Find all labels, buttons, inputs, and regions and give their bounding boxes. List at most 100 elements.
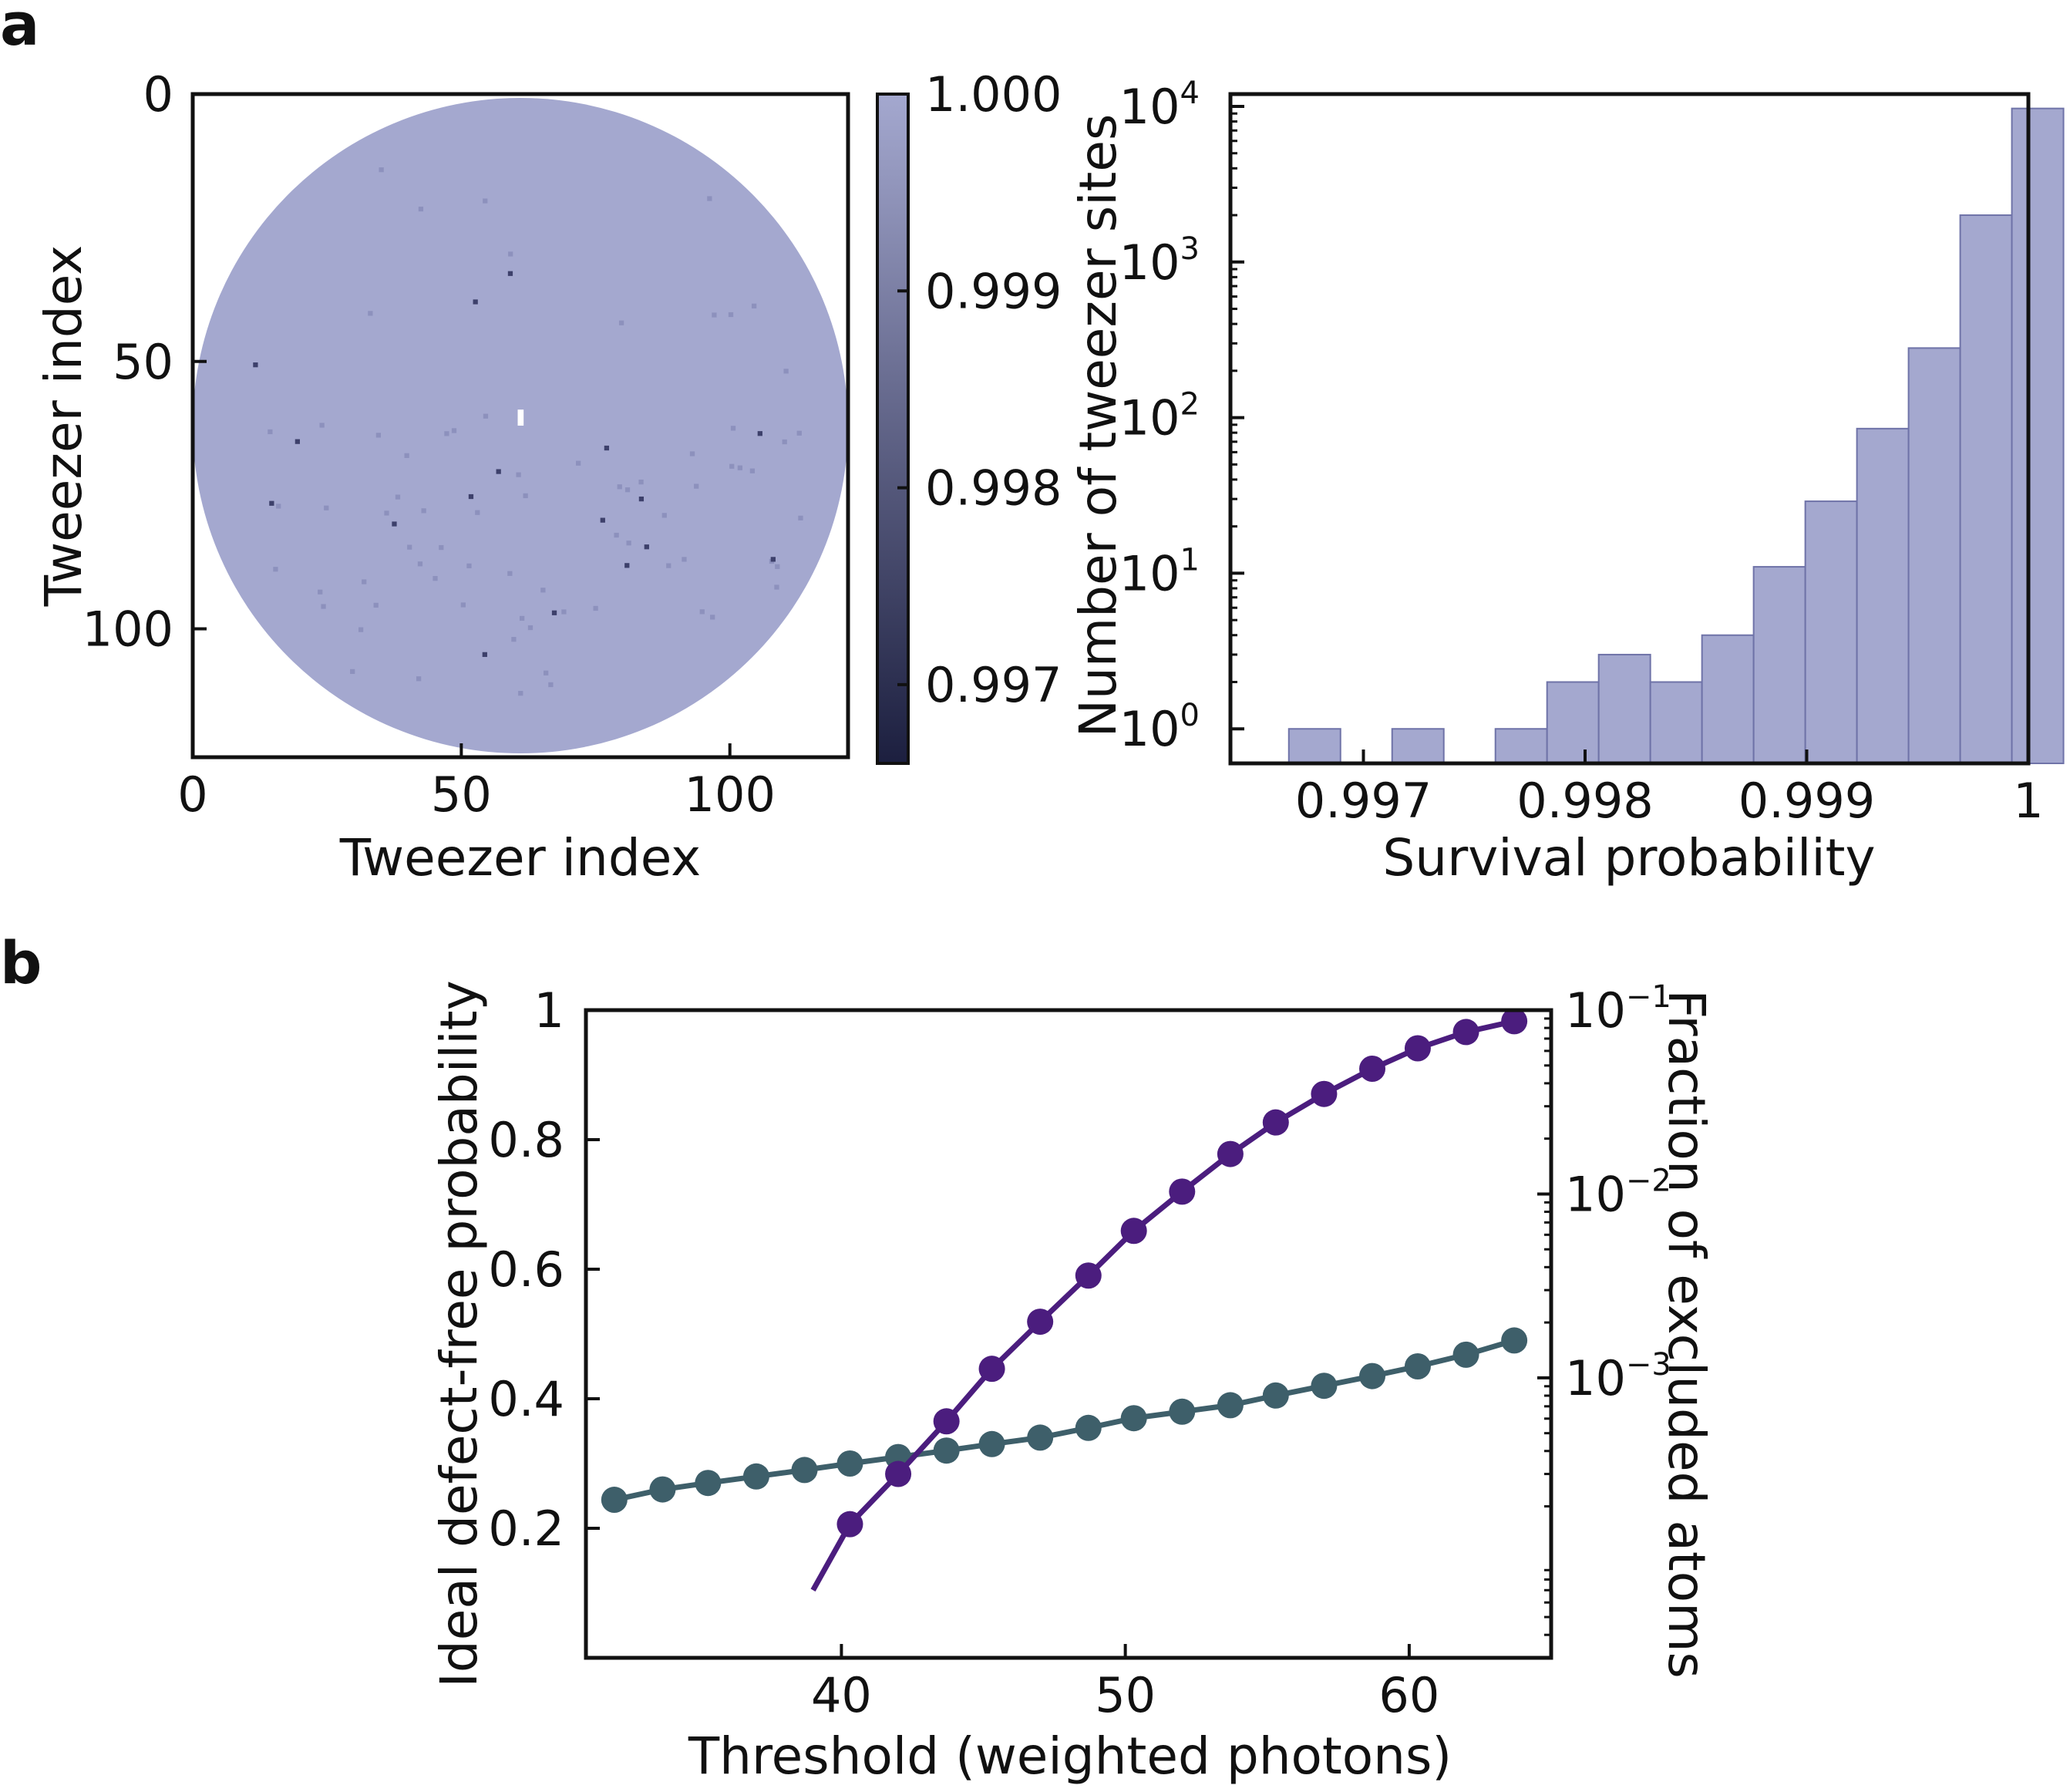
site-speckle bbox=[418, 206, 424, 212]
site-speckle bbox=[350, 669, 355, 675]
histogram-bar bbox=[1287, 728, 1341, 764]
histogram-bar bbox=[1597, 653, 1651, 765]
left-y-tick-label: 0.8 bbox=[488, 1112, 564, 1168]
site-speckle bbox=[548, 682, 554, 688]
histogram-frame bbox=[1228, 92, 2031, 766]
defect-free-point bbox=[695, 1470, 722, 1497]
survival-map-chart: 0 50 100 0 50 100 Tweezer index Tweezer index bbox=[34, 66, 850, 888]
site-speckle bbox=[384, 510, 389, 516]
site-speckle bbox=[796, 430, 802, 436]
site-speckle bbox=[295, 439, 300, 444]
defect-free-point bbox=[1404, 1353, 1431, 1379]
defect-free-point bbox=[978, 1430, 1005, 1457]
site-speckle bbox=[362, 579, 367, 584]
site-speckle bbox=[661, 513, 667, 518]
site-speckle bbox=[433, 576, 438, 581]
site-speckle bbox=[273, 567, 278, 572]
threshold-frame bbox=[584, 1008, 1553, 1660]
defect-free-point bbox=[601, 1487, 628, 1514]
site-speckle bbox=[729, 463, 735, 469]
site-speckle bbox=[774, 584, 779, 590]
site-speckle bbox=[483, 198, 488, 204]
panel-label-b: b bbox=[0, 928, 42, 997]
excluded-point bbox=[885, 1460, 912, 1487]
histogram-xlabel: Survival probability bbox=[1382, 828, 1875, 888]
histogram-bar bbox=[1752, 566, 1806, 764]
site-speckle bbox=[544, 670, 549, 675]
site-speckle bbox=[268, 429, 273, 435]
histogram-bar bbox=[1959, 214, 2013, 764]
colorbar-tick-label: 0.997 bbox=[925, 657, 1062, 713]
survival-map-ylabel: Tweezer index bbox=[34, 245, 93, 608]
site-speckle bbox=[775, 564, 780, 569]
survival-histogram-chart: 0.997 0.998 0.999 1 100 101 102 103 104 Survival… bbox=[1069, 76, 2065, 888]
y-tick-label: 0 bbox=[143, 66, 173, 123]
defect-free-point bbox=[933, 1437, 960, 1464]
site-speckle bbox=[728, 312, 734, 318]
site-speckle bbox=[404, 453, 409, 458]
site-speckle bbox=[460, 602, 466, 608]
left-y-tick-label: 1 bbox=[534, 982, 564, 1039]
site-speckle bbox=[253, 362, 258, 368]
left-y-tick-label: 0.6 bbox=[488, 1241, 564, 1298]
y-tick-label: 100 bbox=[1119, 698, 1200, 757]
excluded-point bbox=[1075, 1262, 1102, 1289]
site-speckle bbox=[319, 423, 325, 428]
site-speckle bbox=[757, 431, 762, 436]
excluded-point bbox=[1359, 1056, 1386, 1083]
site-speckle bbox=[624, 563, 630, 568]
site-speckle bbox=[451, 428, 457, 433]
excluded-point bbox=[1311, 1080, 1338, 1107]
site-speckle bbox=[407, 544, 412, 550]
site-speckle bbox=[507, 271, 513, 276]
site-speckle bbox=[638, 496, 645, 502]
site-speckle bbox=[644, 544, 649, 550]
site-speckle bbox=[358, 627, 364, 632]
defect-free-ylabel: Ideal defect-free probability bbox=[429, 980, 489, 1687]
site-speckle bbox=[466, 563, 472, 569]
colorbar: 1.000 0.999 0.998 0.997 bbox=[876, 66, 1062, 765]
site-speckle bbox=[682, 557, 687, 562]
excluded-point bbox=[933, 1408, 960, 1435]
site-speckle bbox=[626, 541, 631, 546]
x-tick-label: 100 bbox=[685, 766, 776, 823]
x-tick-label: 50 bbox=[1095, 1667, 1156, 1723]
left-y-tick-label: 0.4 bbox=[488, 1371, 564, 1427]
site-speckle bbox=[373, 602, 379, 608]
site-speckle bbox=[783, 369, 789, 374]
bright-site bbox=[517, 409, 524, 426]
site-speckle bbox=[730, 426, 736, 431]
histogram-bar bbox=[1391, 728, 1445, 764]
defect-free-point bbox=[1501, 1327, 1528, 1354]
right-y-tick-label: 10−3 bbox=[1565, 1347, 1671, 1406]
survival-map-ticks: 0 50 100 0 50 100 bbox=[82, 66, 776, 823]
histogram-bar bbox=[1494, 728, 1548, 764]
site-speckle bbox=[707, 196, 712, 201]
defect-free-point bbox=[1169, 1398, 1196, 1425]
site-speckle bbox=[614, 532, 619, 538]
x-tick-label: 0 bbox=[177, 766, 207, 823]
site-speckle bbox=[617, 484, 622, 490]
defect-free-point bbox=[1027, 1424, 1054, 1451]
excluded-point bbox=[1027, 1309, 1054, 1336]
site-speckle bbox=[694, 483, 699, 489]
colorbar-tick-label: 0.999 bbox=[925, 263, 1062, 319]
left-y-tick-label: 0.2 bbox=[488, 1501, 564, 1557]
excluded-point bbox=[836, 1511, 863, 1538]
survival-map-frame bbox=[190, 92, 850, 760]
excluded-point bbox=[1501, 1010, 1528, 1035]
site-speckle bbox=[318, 589, 323, 595]
y-tick-label: 102 bbox=[1119, 387, 1200, 446]
right-y-tick-label: 10−2 bbox=[1565, 1163, 1671, 1222]
colorbar-gradient bbox=[876, 93, 910, 765]
site-speckle bbox=[321, 604, 326, 609]
site-speckle bbox=[782, 439, 787, 445]
site-speckle bbox=[473, 299, 478, 305]
site-speckle bbox=[395, 494, 401, 500]
site-speckle bbox=[444, 431, 449, 436]
y-tick-label: 50 bbox=[113, 334, 173, 390]
colorbar-ticks: 1.000 0.999 0.998 0.997 bbox=[897, 66, 1062, 713]
y-tick-label: 101 bbox=[1119, 542, 1200, 601]
site-speckle bbox=[496, 469, 501, 474]
excluded-point bbox=[1262, 1109, 1289, 1136]
